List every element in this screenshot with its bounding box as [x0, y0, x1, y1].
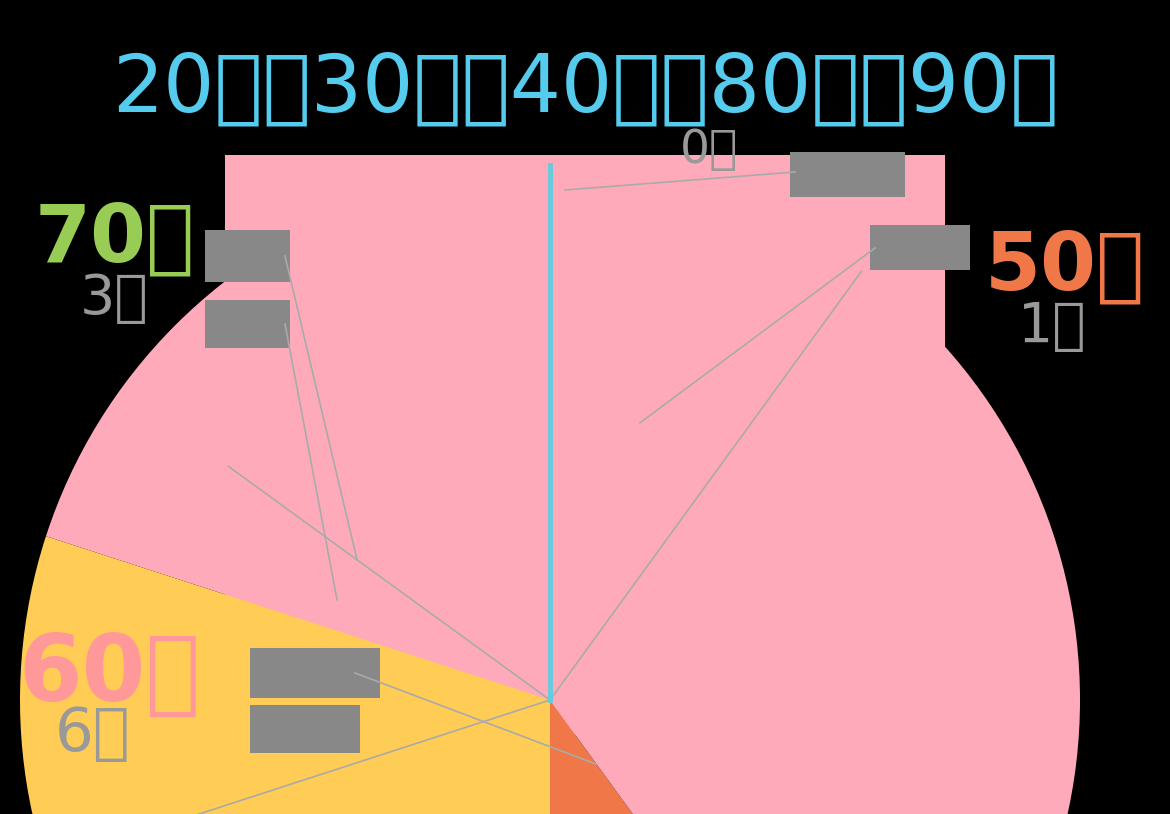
Bar [250, 648, 380, 698]
Bar [870, 225, 970, 270]
Text: 60代: 60代 [18, 630, 200, 720]
Wedge shape [20, 536, 550, 814]
Text: 0名: 0名 [680, 128, 738, 173]
Bar [225, 155, 945, 735]
Text: 50代: 50代 [985, 228, 1145, 306]
Text: 6名: 6名 [55, 705, 131, 764]
Bar [250, 705, 360, 753]
Text: 70代: 70代 [35, 200, 195, 278]
Bar [205, 300, 290, 348]
Wedge shape [550, 700, 861, 814]
Text: 20代・30代・40代・80代・90代: 20代・30代・40代・80代・90代 [112, 50, 1058, 128]
Bar [205, 230, 290, 282]
Text: 1名: 1名 [1018, 300, 1087, 354]
Bar [790, 152, 906, 197]
Text: 3名: 3名 [80, 272, 149, 326]
Wedge shape [46, 170, 1080, 814]
